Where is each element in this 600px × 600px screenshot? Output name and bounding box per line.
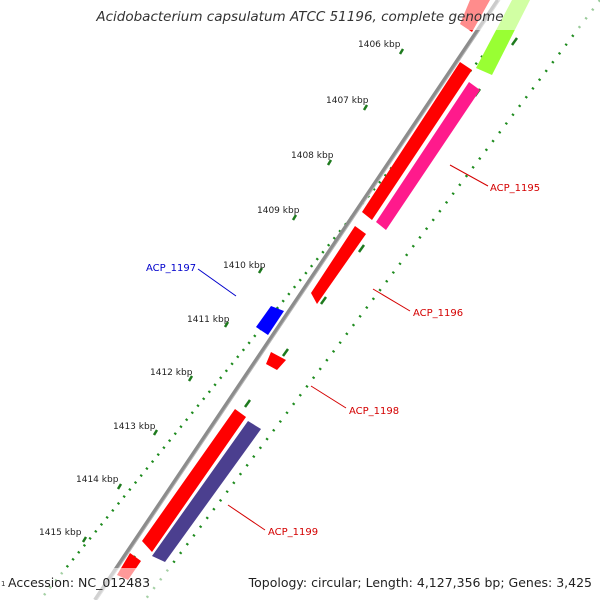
tick-label: 1415 kbp <box>39 528 82 538</box>
callout-acp-1199 <box>227 504 266 531</box>
gene-label-acp-1196[interactable]: ACP_1196 <box>413 308 463 319</box>
accession-label: Accession: NC_012483 <box>8 575 151 590</box>
gene-label-acp-1198[interactable]: ACP_1198 <box>349 406 399 417</box>
tick-label: 1412 kbp <box>150 368 193 378</box>
cds-acp-1195-forward[interactable] <box>362 62 472 220</box>
tick-label: 1411 kbp <box>187 315 230 325</box>
inner-dotted-guide <box>144 0 600 600</box>
tick-label: 1408 kbp <box>291 151 334 161</box>
bottom-fade <box>0 568 600 600</box>
cds-acp-1196[interactable] <box>311 226 366 304</box>
tick-label: 1409 kbp <box>257 206 300 216</box>
top-fade <box>440 0 600 30</box>
cds-purple[interactable] <box>152 421 261 562</box>
callout-acp-1195 <box>449 164 489 187</box>
map-title: Acidobacterium capsulatum ATCC 51196, co… <box>96 9 504 25</box>
tick-label: 1414 kbp <box>76 475 119 485</box>
genome-backbone <box>93 0 500 600</box>
cds-acp-1197[interactable] <box>256 306 284 335</box>
callout-acp-1198 <box>310 385 347 409</box>
genome-summary: Topology: circular; Length: 4,127,356 bp… <box>248 575 592 590</box>
callout-acp-1197 <box>197 268 237 297</box>
tick-label: 1410 kbp <box>223 261 266 271</box>
cds-acp-1199[interactable] <box>142 409 246 552</box>
gene-label-acp-1195[interactable]: ACP_1195 <box>490 183 540 194</box>
gene-label-acp-1199[interactable]: ACP_1199 <box>268 527 318 538</box>
callout-acp-1196 <box>372 288 411 312</box>
cds-acp-1195-reverse[interactable] <box>376 82 480 230</box>
gene-label-acp-1197[interactable]: ACP_1197 <box>146 263 196 274</box>
tick-label: 1413 kbp <box>113 422 156 432</box>
cds-acp-1198[interactable] <box>266 352 286 370</box>
outer-tick-dashes <box>81 48 405 543</box>
tick-labels: 1406 kbp 1407 kbp 1408 kbp 1409 kbp 1410… <box>39 40 401 538</box>
tick-label: 1407 kbp <box>326 96 369 106</box>
tick-label: 1406 kbp <box>358 40 401 50</box>
start-marker: 1 <box>1 580 6 588</box>
